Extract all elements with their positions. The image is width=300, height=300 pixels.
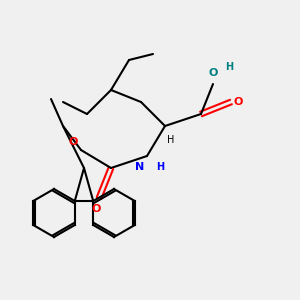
Text: O: O bbox=[69, 137, 78, 147]
Text: O: O bbox=[91, 204, 101, 214]
Text: O: O bbox=[208, 68, 218, 78]
Text: O: O bbox=[234, 97, 243, 107]
Text: N: N bbox=[135, 162, 144, 172]
Text: H: H bbox=[156, 162, 164, 172]
Text: H: H bbox=[225, 62, 233, 72]
Text: H: H bbox=[167, 135, 175, 145]
